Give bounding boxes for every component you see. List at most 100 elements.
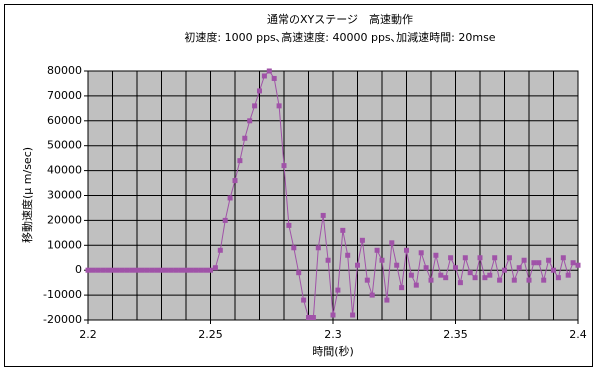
data-marker	[119, 267, 125, 273]
data-marker	[359, 237, 365, 243]
data-marker	[281, 163, 287, 169]
data-marker	[379, 257, 385, 263]
data-marker	[413, 282, 419, 288]
data-marker	[198, 267, 204, 273]
data-marker	[330, 312, 336, 318]
data-marker	[193, 267, 199, 273]
data-marker	[502, 267, 507, 273]
data-marker	[95, 267, 101, 273]
data-marker	[257, 88, 262, 94]
data-marker	[90, 267, 96, 273]
data-marker	[252, 103, 258, 109]
x-tick-label: 2.4	[569, 328, 587, 341]
data-marker	[178, 267, 184, 273]
data-marker	[340, 227, 346, 233]
y-tick-label: 10000	[47, 238, 82, 251]
data-marker	[433, 252, 439, 258]
data-marker	[212, 265, 218, 271]
data-marker	[516, 265, 522, 271]
data-marker	[315, 245, 321, 251]
data-marker	[129, 267, 135, 273]
data-marker	[448, 255, 454, 261]
y-tick-label: -10000	[43, 288, 82, 301]
x-tick-label: 2.2	[79, 328, 97, 341]
y-tick-label: 20000	[47, 213, 82, 226]
data-marker	[575, 262, 581, 268]
data-marker	[555, 275, 561, 281]
y-tick-label: -20000	[43, 313, 82, 326]
y-tick-label: 40000	[47, 164, 82, 177]
data-marker	[467, 270, 473, 276]
data-marker	[506, 255, 512, 261]
data-marker	[497, 277, 503, 283]
data-marker	[286, 222, 292, 228]
data-marker	[492, 255, 498, 261]
data-marker	[408, 272, 414, 278]
data-marker	[350, 312, 356, 318]
data-marker	[399, 285, 405, 291]
data-marker	[560, 255, 566, 261]
y-tick-label: 30000	[47, 189, 82, 202]
data-marker	[457, 280, 463, 286]
data-marker	[521, 257, 527, 263]
data-marker	[531, 260, 537, 266]
data-marker	[261, 73, 267, 79]
data-marker	[163, 267, 169, 273]
data-marker	[276, 103, 282, 109]
data-marker	[203, 267, 209, 273]
data-marker	[100, 267, 106, 273]
data-marker	[477, 255, 483, 261]
y-tick-label: 80000	[47, 64, 82, 77]
data-marker	[237, 158, 243, 164]
data-marker	[183, 267, 189, 273]
data-marker	[526, 277, 532, 283]
data-marker	[551, 267, 556, 273]
data-marker	[168, 267, 174, 273]
data-marker	[144, 267, 150, 273]
data-marker	[418, 250, 424, 256]
data-marker	[443, 275, 449, 281]
data-marker	[114, 267, 120, 273]
data-marker	[124, 267, 130, 273]
y-tick-label: 0	[75, 263, 82, 276]
data-marker	[565, 272, 571, 278]
data-marker	[438, 272, 444, 278]
data-marker	[266, 68, 272, 74]
data-marker	[110, 267, 115, 273]
data-marker	[541, 277, 547, 283]
y-axis-label: 移動速度(μ m/sec)	[20, 147, 34, 243]
data-marker	[242, 135, 248, 141]
data-marker	[423, 265, 429, 271]
data-marker	[320, 212, 326, 218]
data-marker	[345, 252, 351, 258]
data-marker	[247, 118, 253, 124]
data-marker	[325, 257, 331, 263]
data-marker	[536, 260, 542, 266]
data-marker	[310, 315, 316, 321]
data-marker	[301, 297, 307, 303]
data-marker	[232, 178, 238, 184]
data-marker	[487, 272, 493, 278]
y-tick-label: 70000	[47, 89, 82, 102]
data-marker	[472, 275, 478, 281]
data-marker	[374, 247, 380, 253]
data-marker	[134, 267, 140, 273]
data-marker	[394, 262, 400, 268]
data-marker	[364, 277, 370, 283]
data-marker	[85, 267, 91, 273]
data-marker	[546, 257, 552, 263]
data-marker	[453, 265, 458, 271]
data-marker	[139, 267, 145, 273]
data-marker	[570, 260, 576, 266]
data-marker	[188, 267, 194, 273]
data-marker	[296, 270, 302, 276]
data-marker	[404, 247, 409, 253]
chart-title: 通常のXYステージ 高速動作	[267, 12, 413, 26]
x-axis-label: 時間(秒)	[312, 344, 354, 358]
data-marker	[208, 267, 213, 273]
data-marker	[173, 267, 179, 273]
x-tick-label: 2.35	[443, 328, 468, 341]
y-tick-label: 60000	[47, 114, 82, 127]
